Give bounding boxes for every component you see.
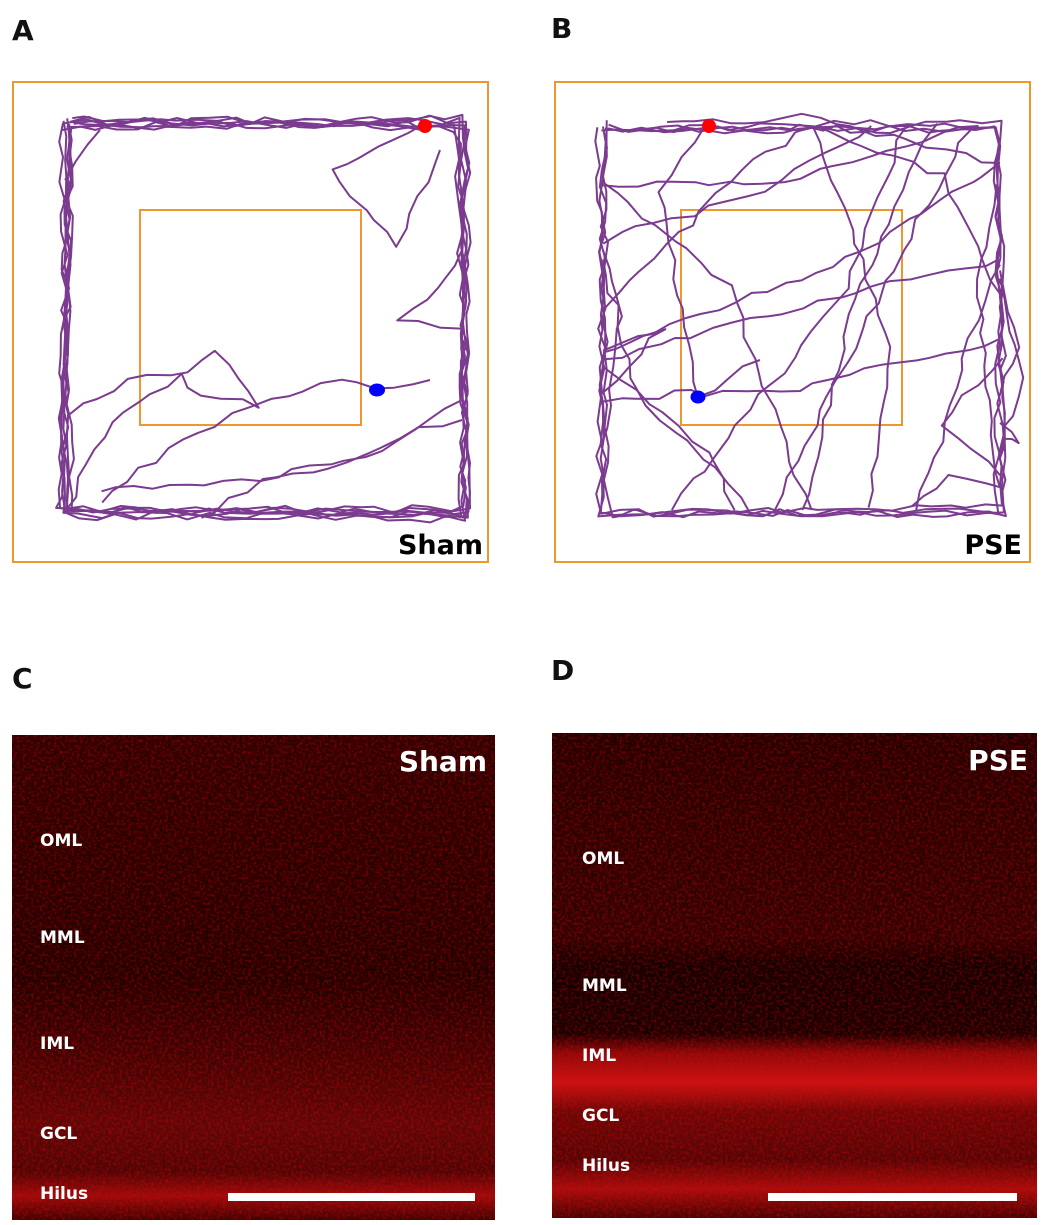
start-point [418,119,432,133]
group-label: PSE [968,744,1028,777]
group-label: Sham [399,745,487,778]
track-segment [396,249,463,330]
track-segment [999,270,1021,391]
panel-label: D [551,654,574,687]
track-segment [65,349,260,511]
group-label: Sham [398,530,483,561]
group-label: PSE [964,530,1022,561]
track-segment [602,162,1000,352]
track-segment [101,378,431,504]
track-segment [58,115,472,516]
scale-bar [228,1193,475,1201]
track-segment [998,278,1025,461]
texture [12,735,495,1220]
track-segment [774,128,973,511]
layer-label: GCL [40,1124,77,1144]
layer-label: IML [582,1046,616,1066]
track-segment [602,259,752,515]
track-segment [811,125,892,508]
track-segment [63,118,469,515]
micrograph-d: PSE OML MML IML GCL Hilus [552,733,1037,1218]
track-segment [600,249,623,444]
scale-bar [768,1193,1017,1201]
track [55,113,472,524]
track-segment [331,122,441,248]
track-segment [600,125,813,313]
track-segment [671,125,908,511]
track-segment [55,118,470,519]
center-zone [680,209,903,426]
end-point [690,390,706,404]
track-segment [602,337,1001,403]
layer-label: MML [582,976,627,996]
panel-label: A [12,14,34,47]
layer-label: OML [40,831,82,851]
track-segment [999,422,1020,445]
panel-label: C [12,662,33,695]
track-segment [667,112,1001,164]
layer-label: OML [582,849,624,869]
arena [554,81,1031,563]
micrograph-c: Sham OML MML IML GCL Hilus [12,735,495,1220]
track-segment [602,259,997,361]
layer-label: Hilus [40,1184,88,1204]
open-field-a: Sham [12,81,489,563]
track-segment [975,184,1001,489]
track-segment [801,122,939,511]
layer-label: GCL [582,1106,619,1126]
layer-label: IML [40,1034,74,1054]
track-segment [201,419,463,519]
arena [12,81,489,563]
track-segment [915,264,1001,512]
track-segment [940,357,1004,476]
layer-label: MML [40,928,85,948]
center-zone [139,209,362,426]
track-segment [910,474,1001,508]
panel-label: B [551,12,572,45]
track-segment [657,123,761,398]
track-segment [815,125,1003,297]
end-point [369,383,385,397]
track-segment [598,123,1006,518]
track-segment [602,125,872,245]
texture [552,733,1037,1218]
open-field-b: PSE [554,81,1031,563]
start-point [702,119,716,133]
track-segment [599,328,667,396]
track-segment [603,366,736,511]
layer-label: Hilus [582,1156,630,1176]
track-segment [64,129,101,181]
track [594,112,1025,519]
